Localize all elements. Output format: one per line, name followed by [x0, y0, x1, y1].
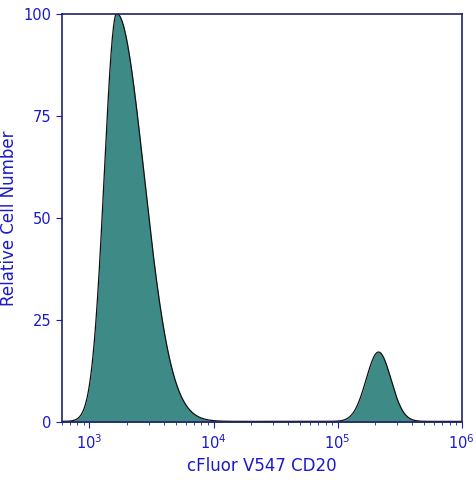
X-axis label: cFluor V547 CD20: cFluor V547 CD20	[187, 457, 337, 475]
Y-axis label: Relative Cell Number: Relative Cell Number	[0, 131, 18, 306]
